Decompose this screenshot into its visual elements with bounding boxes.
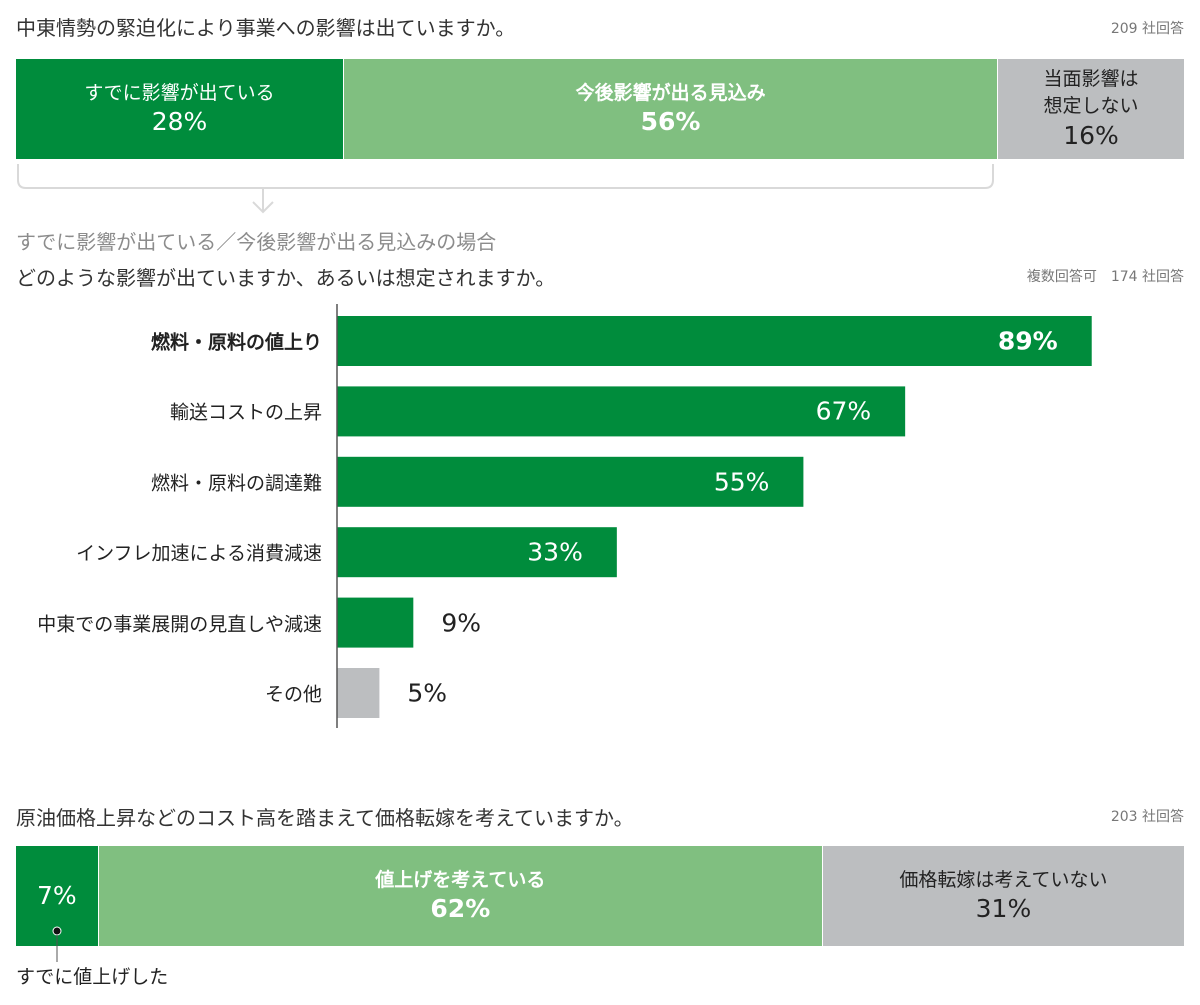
bar-4 [337,597,414,648]
q1-segment-already: すでに影響が出ている 28% [16,59,344,159]
value-label-5: 5% [407,678,448,708]
value-label-4: 9% [441,608,481,638]
condition-note: すでに影響が出ている／今後影響が出る見込みの場合 [16,230,497,254]
category-label-5: その他 [264,683,322,706]
q3-segment-considering-pct: 62% [430,893,491,923]
q1-segment-none-label: 当面影響は 想定しない [1043,68,1139,117]
impact-bar-chart: 燃料・原料の値上り輸送コストの上昇燃料・原料の調達難インフレ加速による消費減速中… [0,300,1200,740]
q2-respondents: 複数回答可 174 社回答 [1026,269,1184,285]
q3-segment-not-considering: 価格転嫁は考えていない 31% [821,846,1184,946]
bar-5 [337,668,380,718]
q1-segment-already-label: すでに影響が出ている [84,81,275,104]
category-label-0: 燃料・原料の値上り [150,331,322,354]
q1-segment-expected-label: 今後影響が出る見込み [575,81,766,104]
bar-1 [337,386,906,437]
q3-callout-label: すでに値上げした [16,966,169,988]
category-labels: 燃料・原料の値上り輸送コストの上昇燃料・原料の調達難インフレ加速による消費減速中… [0,300,322,740]
q3-segment-already-raised-pct: 7% [37,881,77,910]
value-label-2: 55% [713,467,770,497]
q1-segment-expected: 今後影響が出る見込み 56% [343,59,998,159]
q1-respondents: 209 社回答 [1110,21,1184,37]
q1-segment-already-pct: 28% [151,106,208,136]
category-label-1: 輸送コストの上昇 [169,401,322,424]
q3-segment-not-considering-label: 価格転嫁は考えていない [899,868,1108,891]
q2-title: どのような影響が出ていますか、あるいは想定されますか。 [16,266,556,290]
q1-title: 中東情勢の緊迫化により事業への影響は出ていますか。 [16,16,516,40]
bar-3 [337,527,617,578]
q3-segment-considering-label: 値上げを考えている [375,868,546,891]
category-label-2: 燃料・原料の調達難 [150,472,322,495]
q3-stacked-bar: 7% 値上げを考えている 62% 価格転嫁は考えていない 31% [16,846,1184,946]
value-labels: 89% 67% 55% 33% 9% 5% [0,300,1200,740]
impact-bar-svg [336,304,1092,728]
q3-segment-not-considering-pct: 31% [975,893,1032,923]
value-label-3: 33% [527,537,583,567]
category-label-4: 中東での事業展開の見直しや減速 [37,613,322,636]
value-label-1: 67% [815,396,872,426]
value-label-0: 89% [997,326,1058,356]
category-label-3: インフレ加速による消費減速 [76,542,322,565]
bar-2 [337,456,804,507]
bracket-connector [17,164,994,214]
callout-pointer [52,926,62,962]
q3-segment-considering: 値上げを考えている 62% [97,846,822,946]
q1-stacked-bar: すでに影響が出ている 28% 今後影響が出る見込み 56% 当面影響は 想定しな… [16,59,1184,159]
q1-segment-expected-pct: 56% [640,106,701,136]
q3-segment-already-raised: 7% [16,846,98,946]
q3-title: 原油価格上昇などのコスト高を踏まえて価格転嫁を考えていますか。 [16,806,634,830]
q1-segment-none-pct: 16% [1063,121,1119,150]
bar-0 [337,316,1092,366]
q3-respondents: 203 社回答 [1110,809,1184,825]
q1-segment-none: 当面影響は 想定しない 16% [997,59,1184,159]
